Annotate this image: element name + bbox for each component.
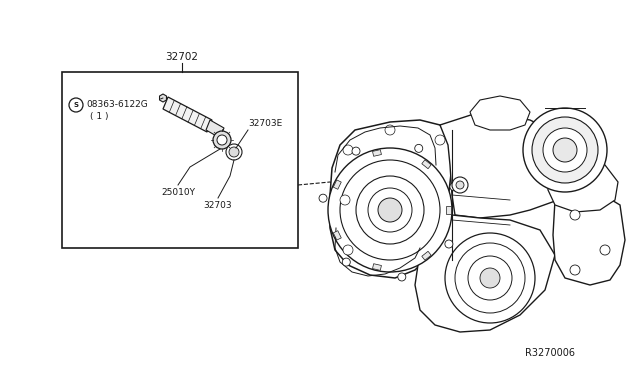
Circle shape xyxy=(226,144,242,160)
Text: 25010Y: 25010Y xyxy=(161,188,195,197)
Circle shape xyxy=(455,243,525,313)
Polygon shape xyxy=(372,150,381,156)
Polygon shape xyxy=(422,160,431,169)
Polygon shape xyxy=(470,96,530,130)
Circle shape xyxy=(343,145,353,155)
Polygon shape xyxy=(330,120,452,278)
Circle shape xyxy=(452,177,468,193)
Polygon shape xyxy=(163,97,212,132)
Circle shape xyxy=(319,194,327,202)
Circle shape xyxy=(523,108,607,192)
Circle shape xyxy=(570,265,580,275)
Circle shape xyxy=(229,147,239,157)
Text: R3270006: R3270006 xyxy=(525,348,575,358)
Polygon shape xyxy=(422,251,431,260)
Text: 32703: 32703 xyxy=(204,201,232,210)
Polygon shape xyxy=(553,190,625,285)
Circle shape xyxy=(445,240,453,248)
Text: ( 1 ): ( 1 ) xyxy=(90,112,109,121)
Polygon shape xyxy=(206,120,224,138)
Bar xyxy=(62,72,298,248)
Circle shape xyxy=(480,268,500,288)
Circle shape xyxy=(343,245,353,255)
Polygon shape xyxy=(372,264,381,270)
Text: 32702: 32702 xyxy=(166,52,198,62)
Circle shape xyxy=(456,181,464,189)
Circle shape xyxy=(570,210,580,220)
Circle shape xyxy=(378,198,402,222)
Text: 32703E: 32703E xyxy=(248,119,282,128)
Polygon shape xyxy=(415,215,555,332)
Circle shape xyxy=(543,128,587,172)
Circle shape xyxy=(356,176,424,244)
Polygon shape xyxy=(159,94,166,102)
Circle shape xyxy=(600,245,610,255)
Circle shape xyxy=(342,258,350,266)
Circle shape xyxy=(352,147,360,155)
Circle shape xyxy=(213,131,231,149)
Circle shape xyxy=(328,148,452,272)
Circle shape xyxy=(415,144,423,153)
Circle shape xyxy=(450,183,458,191)
Circle shape xyxy=(445,233,535,323)
Polygon shape xyxy=(440,112,580,218)
Circle shape xyxy=(398,273,406,281)
Circle shape xyxy=(532,117,598,183)
Circle shape xyxy=(468,256,512,300)
Circle shape xyxy=(435,135,445,145)
Circle shape xyxy=(340,160,440,260)
Circle shape xyxy=(385,125,395,135)
Polygon shape xyxy=(333,231,341,240)
Polygon shape xyxy=(333,180,341,189)
Circle shape xyxy=(553,138,577,162)
Text: 08363-6122G: 08363-6122G xyxy=(86,99,148,109)
Circle shape xyxy=(368,188,412,232)
Circle shape xyxy=(69,98,83,112)
Circle shape xyxy=(340,195,350,205)
Text: S: S xyxy=(74,102,79,108)
Circle shape xyxy=(217,135,227,145)
Polygon shape xyxy=(547,158,618,212)
Polygon shape xyxy=(446,206,451,214)
